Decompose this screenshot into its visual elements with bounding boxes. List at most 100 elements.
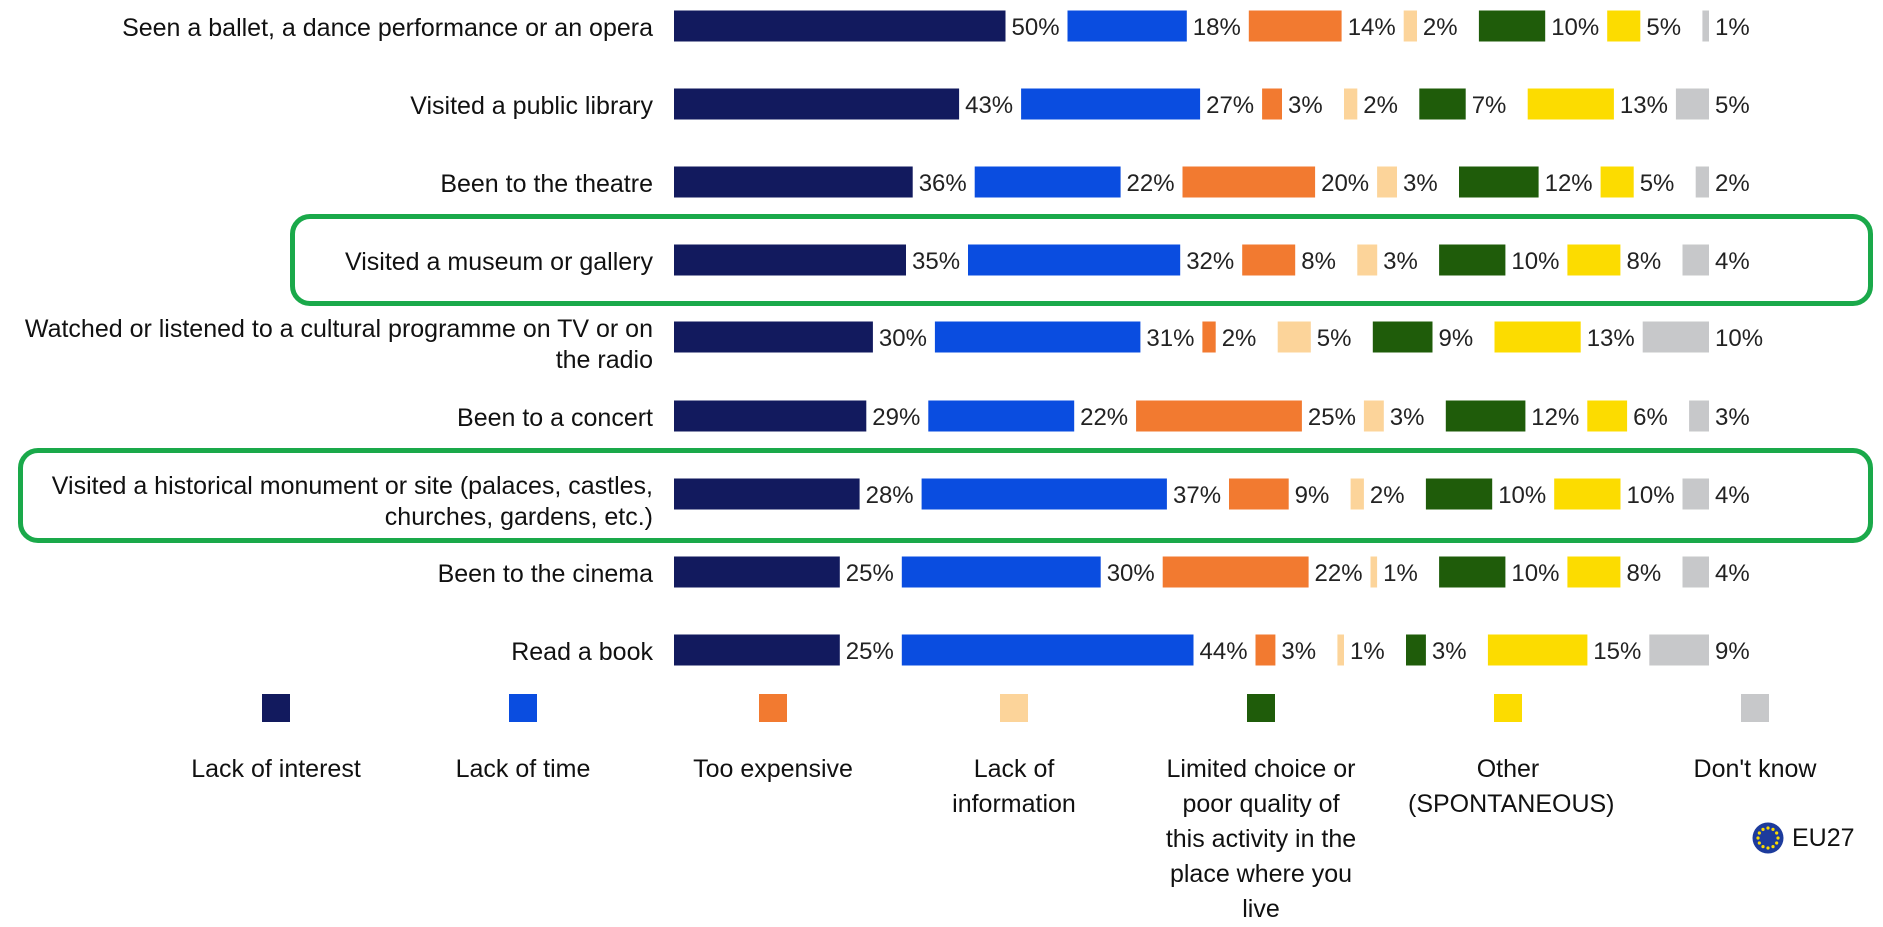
value-label: 5%: [1715, 92, 1750, 119]
value-label: 14%: [1348, 14, 1396, 41]
bar-segment: [1642, 321, 1709, 353]
bar-segment: [674, 244, 906, 276]
value-label: 12%: [1545, 170, 1593, 197]
value-label: 2%: [1423, 14, 1458, 41]
value-label: 10%: [1627, 482, 1675, 509]
bar-segment: [674, 556, 840, 588]
bar-segment: [1607, 10, 1641, 42]
legend-swatch: [262, 694, 290, 722]
value-label: 28%: [866, 482, 914, 509]
value-label: 1%: [1383, 560, 1418, 587]
value-label: 32%: [1186, 248, 1234, 275]
bar-segment: [1372, 321, 1433, 353]
category-label: Visited a public library: [410, 91, 653, 120]
value-label: 3%: [1715, 404, 1750, 431]
bar-segment: [1021, 88, 1201, 120]
value-label: 9%: [1295, 482, 1330, 509]
legend-swatch: [1247, 694, 1275, 722]
value-label: 31%: [1146, 325, 1194, 352]
bar-segment: [1136, 400, 1302, 432]
bar-segment: [1439, 244, 1506, 276]
bar-segment: [674, 400, 867, 432]
value-label: 25%: [846, 560, 894, 587]
value-label: 50%: [1012, 14, 1060, 41]
value-label: 6%: [1633, 404, 1668, 431]
bar-segment: [1377, 166, 1397, 198]
value-label: 22%: [1080, 404, 1128, 431]
bar-segment: [674, 321, 873, 353]
legend-label: Other (SPONTANEOUS): [1408, 755, 1615, 818]
bar-segment: [1425, 478, 1493, 510]
bar-segment: [674, 478, 860, 510]
bar-segment: [1567, 244, 1621, 276]
value-label: 27%: [1206, 92, 1254, 119]
category-label: Been to a concert: [457, 403, 653, 432]
bar-segment: [1682, 244, 1709, 276]
eu-flag-icon: [1752, 822, 1784, 854]
value-label: 43%: [965, 92, 1013, 119]
category-label: Been to the cinema: [437, 559, 653, 588]
bar-segment: [1350, 478, 1364, 510]
value-label: 29%: [872, 404, 920, 431]
legend-label: Limited choice or poor quality of this a…: [1165, 755, 1357, 923]
value-label: 9%: [1715, 638, 1750, 665]
bar-segment: [1702, 10, 1709, 42]
legend-swatch: [1741, 694, 1769, 722]
bar-segment: [1587, 400, 1628, 432]
bar-segment: [1337, 634, 1344, 666]
value-label: 3%: [1288, 92, 1323, 119]
bar-segment: [1262, 88, 1282, 120]
value-label: 4%: [1715, 248, 1750, 275]
bar-segment: [1067, 10, 1187, 42]
bar-segment: [1439, 556, 1506, 588]
value-label: 22%: [1127, 170, 1175, 197]
bar-segment: [1554, 478, 1621, 510]
bar-segment: [928, 400, 1075, 432]
value-label: 4%: [1715, 482, 1750, 509]
bar-segment: [1255, 634, 1276, 666]
highlight-box: [290, 214, 1873, 306]
bar-segment: [674, 634, 840, 666]
bar-segment: [1494, 321, 1581, 353]
value-label: 8%: [1627, 248, 1662, 275]
value-label: 15%: [1593, 638, 1641, 665]
value-label: 5%: [1646, 14, 1681, 41]
bar-segment: [1419, 88, 1466, 120]
bar-segment: [674, 88, 960, 120]
bar-segment: [1248, 10, 1342, 42]
bar-segment: [1445, 400, 1526, 432]
value-label: 20%: [1321, 170, 1369, 197]
value-label: 30%: [1107, 560, 1155, 587]
value-label: 3%: [1281, 638, 1316, 665]
value-label: 7%: [1472, 92, 1507, 119]
bar-segment: [1689, 400, 1709, 432]
bar-segment: [1229, 478, 1289, 510]
category-label: Read a book: [511, 637, 653, 666]
legend-swatch: [509, 694, 537, 722]
value-label: 1%: [1350, 638, 1385, 665]
category-label: Visited a historical monument or site (p…: [51, 472, 653, 531]
value-label: 8%: [1627, 560, 1662, 587]
bar-segment: [1682, 556, 1709, 588]
legend-label: Too expensive: [693, 755, 853, 783]
value-label: 3%: [1390, 404, 1425, 431]
eu27-badge: EU27: [1752, 820, 1855, 856]
value-label: 10%: [1511, 560, 1559, 587]
value-label: 2%: [1715, 170, 1750, 197]
value-label: 3%: [1383, 248, 1418, 275]
bar-segment: [1478, 10, 1546, 42]
value-label: 35%: [912, 248, 960, 275]
value-label: 5%: [1640, 170, 1675, 197]
bar-segment: [968, 244, 1181, 276]
category-label: Visited a museum or gallery: [344, 247, 653, 276]
value-label: 30%: [879, 325, 927, 352]
value-label: 22%: [1315, 560, 1363, 587]
value-label: 10%: [1715, 325, 1763, 352]
value-label: 1%: [1715, 14, 1750, 41]
bar-segment: [1682, 478, 1709, 510]
value-label: 18%: [1193, 14, 1241, 41]
value-label: 2%: [1370, 482, 1405, 509]
bar-segment: [901, 556, 1101, 588]
